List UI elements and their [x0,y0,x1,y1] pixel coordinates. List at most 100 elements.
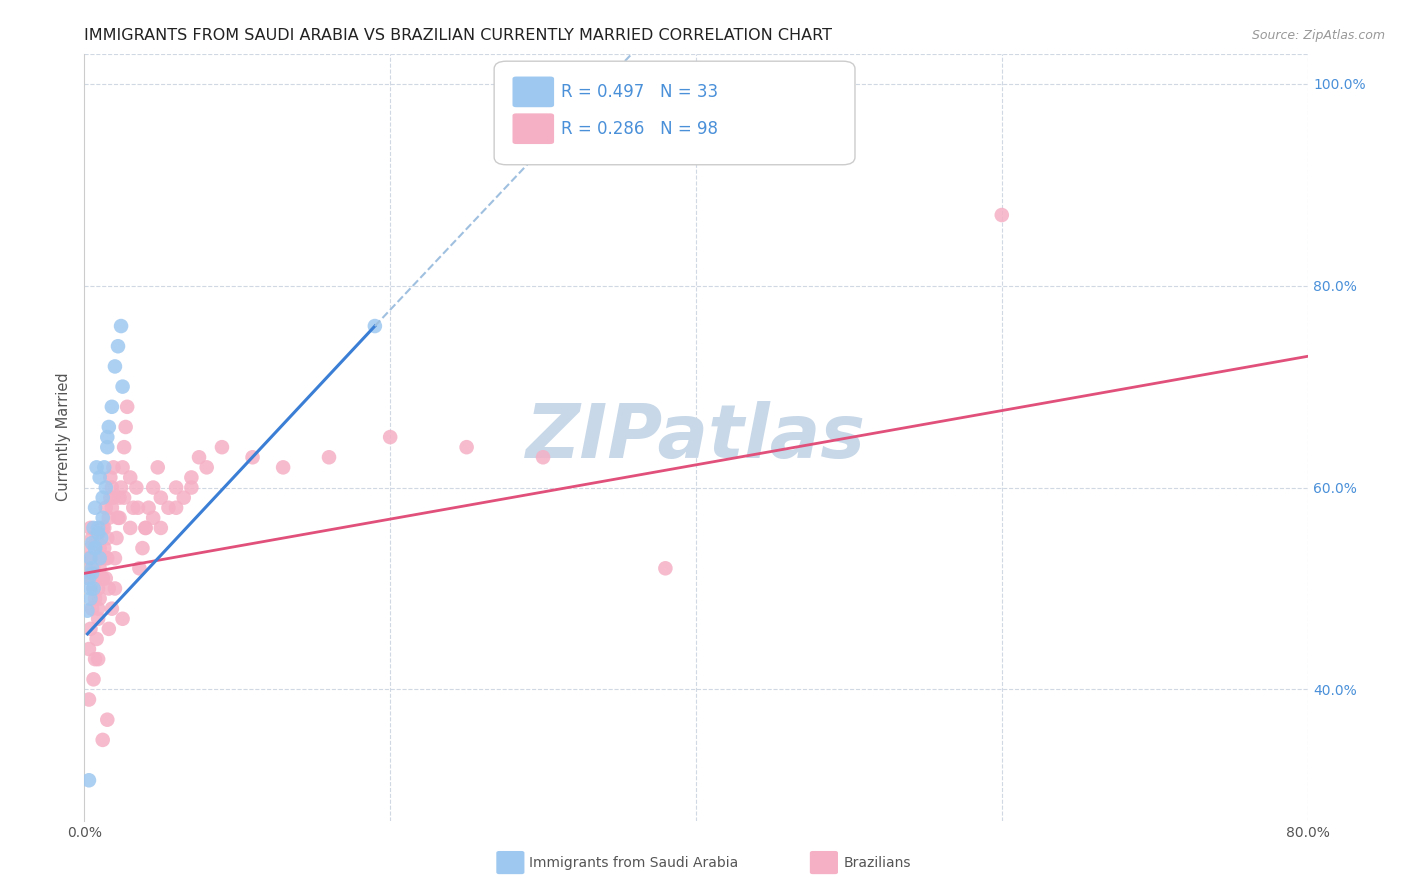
FancyBboxPatch shape [494,62,855,165]
Point [101,500,124,515]
Point [127,500,149,515]
Point [83,582,105,596]
Point [115,400,138,414]
Point [84,591,107,606]
Point [80,536,103,550]
Point [87,652,110,666]
Text: Immigrants from Saudi Arabia: Immigrants from Saudi Arabia [529,855,738,870]
Point [364,319,387,334]
Point [128,561,150,575]
Point [83,582,105,596]
Point [135,521,157,535]
Point [103,491,125,505]
Point [77,773,100,788]
Text: Brazilians: Brazilians [844,855,911,870]
Point [97,582,120,596]
Text: ZIPatlas: ZIPatlas [526,401,866,474]
Point [84,652,107,666]
Point [87,612,110,626]
Point [80,571,103,585]
Point [112,440,135,454]
Point [120,470,142,484]
Point [77,571,100,585]
Point [90,531,112,545]
Point [142,481,165,495]
Point [531,450,554,465]
Point [80,566,103,581]
Point [80,561,103,575]
Point [180,481,202,495]
Point [180,470,202,484]
Point [79,622,101,636]
Point [76,561,98,575]
Point [79,541,101,555]
Point [98,470,121,484]
Point [84,500,107,515]
Point [77,692,100,706]
Point [79,521,101,535]
Point [77,551,100,566]
Point [149,491,172,505]
Point [87,521,110,535]
Point [111,612,134,626]
Point [93,521,115,535]
Point [77,571,100,585]
Point [108,491,131,505]
Point [110,481,132,495]
Point [107,511,129,525]
Point [101,481,124,495]
Point [83,561,105,575]
Point [146,460,169,475]
Point [84,541,107,555]
Point [165,481,187,495]
Point [96,430,118,444]
Point [76,604,98,618]
Point [111,460,134,475]
Point [91,571,114,585]
Point [87,601,110,615]
Point [131,541,153,555]
Point [97,420,120,434]
Point [80,601,103,615]
Point [93,460,115,475]
Point [94,500,117,515]
Point [84,541,107,555]
Point [89,470,111,484]
Point [91,732,114,747]
Point [103,460,125,475]
Point [96,713,118,727]
Point [93,541,115,555]
Point [122,500,145,515]
Point [456,440,478,454]
Point [157,500,180,515]
Point [91,521,114,535]
Point [108,511,131,525]
Point [91,571,114,585]
Point [86,632,108,646]
Point [105,531,128,545]
Point [104,551,127,566]
Point [138,500,160,515]
Point [125,481,148,495]
Point [101,601,124,615]
Point [87,582,110,596]
Point [195,460,218,475]
Point [86,551,108,566]
Point [107,339,129,353]
Point [188,450,211,465]
Point [94,481,117,495]
Point [87,525,110,540]
Point [120,521,142,535]
Point [271,460,294,475]
Point [91,491,114,505]
Point [94,551,117,566]
Point [318,450,340,465]
Point [90,521,112,535]
Point [83,673,105,687]
Point [79,582,101,596]
Point [96,551,118,566]
Point [135,521,157,535]
Point [89,561,111,575]
Point [80,531,103,545]
Text: R = 0.497   N = 33: R = 0.497 N = 33 [561,83,718,101]
